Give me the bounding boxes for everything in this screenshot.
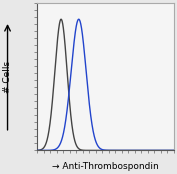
- X-axis label: → Anti-Thrombospondin: → Anti-Thrombospondin: [52, 161, 159, 171]
- Y-axis label: # Cells: # Cells: [4, 61, 12, 93]
